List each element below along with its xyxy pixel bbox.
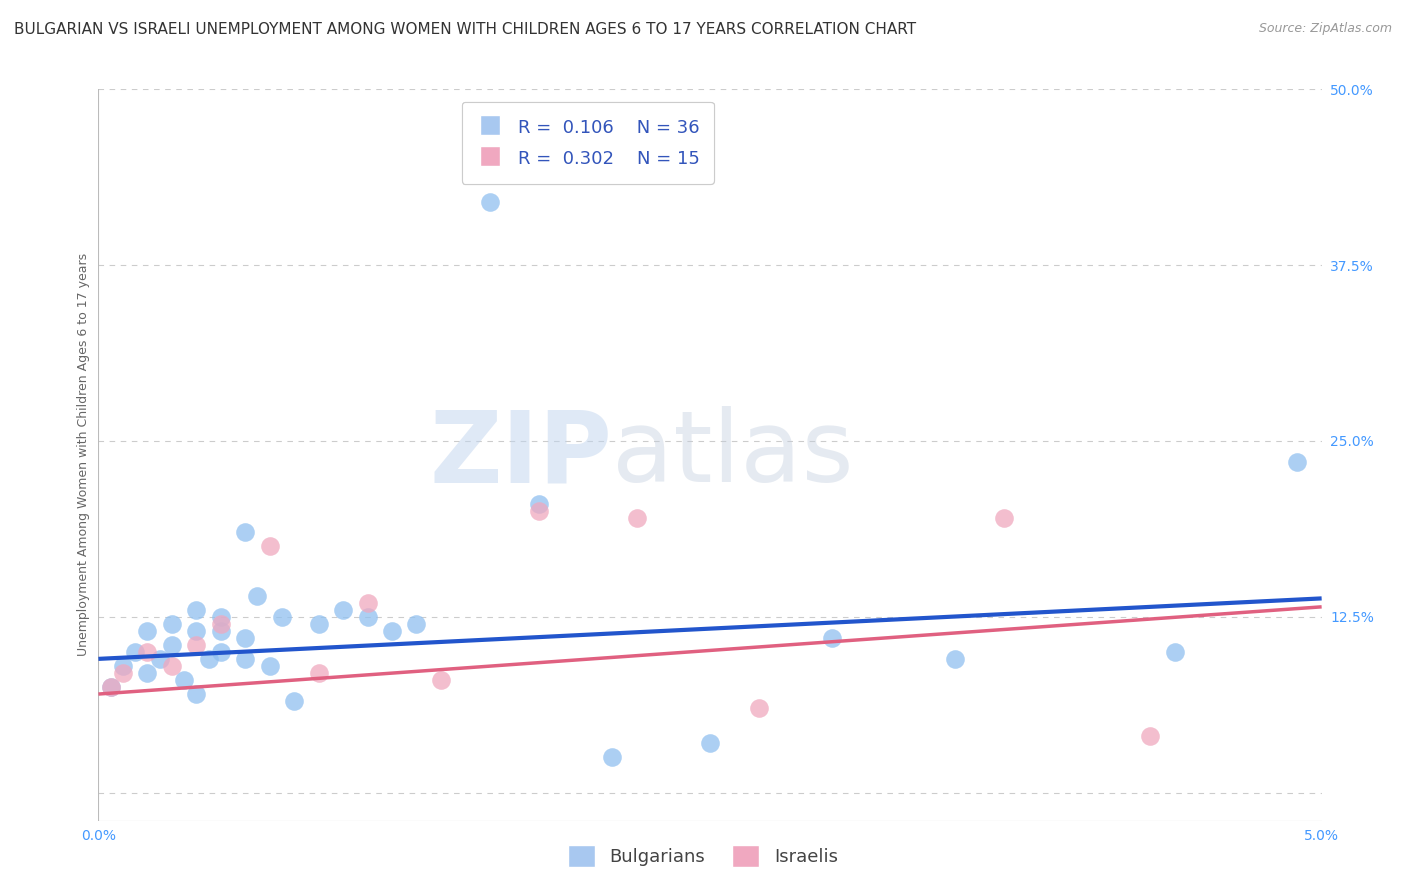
Point [259, 539, 281, 553]
Point [111, 665, 134, 680]
Point [478, 194, 501, 209]
Point [186, 638, 208, 652]
Text: atlas: atlas [612, 407, 853, 503]
Point [160, 638, 183, 652]
Point [246, 589, 269, 603]
Point [259, 659, 281, 673]
Point [332, 602, 354, 616]
Point [186, 687, 208, 701]
Point [100, 680, 122, 694]
Legend: R =  0.106    N = 36, R =  0.302    N = 15: R = 0.106 N = 36, R = 0.302 N = 15 [461, 102, 714, 184]
Point [186, 624, 208, 638]
Point [405, 616, 427, 631]
Point [209, 609, 232, 624]
Point [699, 736, 721, 750]
Point [160, 659, 183, 673]
Point [748, 701, 770, 715]
Point [124, 645, 146, 659]
Point [308, 665, 330, 680]
Text: ZIP: ZIP [429, 407, 612, 503]
Point [527, 504, 550, 518]
Text: Source: ZipAtlas.com: Source: ZipAtlas.com [1258, 22, 1392, 36]
Point [270, 609, 292, 624]
Point [100, 680, 122, 694]
Point [136, 624, 159, 638]
Point [381, 624, 404, 638]
Point [943, 652, 966, 666]
Point [233, 652, 256, 666]
Point [173, 673, 195, 687]
Point [356, 596, 378, 610]
Point [209, 645, 232, 659]
Point [1139, 729, 1161, 743]
Point [1286, 455, 1309, 469]
Point [626, 511, 648, 525]
Point [527, 497, 550, 511]
Point [197, 652, 219, 666]
Point [308, 616, 330, 631]
Point [209, 624, 232, 638]
Point [430, 673, 453, 687]
Point [186, 602, 208, 616]
Point [233, 631, 256, 645]
Point [111, 659, 134, 673]
Point [1164, 645, 1187, 659]
Point [209, 616, 232, 631]
Legend: Bulgarians, Israelis: Bulgarians, Israelis [561, 838, 845, 874]
Point [993, 511, 1015, 525]
Point [149, 652, 172, 666]
Point [136, 665, 159, 680]
Point [821, 631, 844, 645]
Point [160, 616, 183, 631]
Point [136, 645, 159, 659]
Point [356, 609, 378, 624]
Point [600, 750, 623, 764]
Text: BULGARIAN VS ISRAELI UNEMPLOYMENT AMONG WOMEN WITH CHILDREN AGES 6 TO 17 YEARS C: BULGARIAN VS ISRAELI UNEMPLOYMENT AMONG … [14, 22, 917, 37]
Y-axis label: Unemployment Among Women with Children Ages 6 to 17 years: Unemployment Among Women with Children A… [77, 253, 90, 657]
Point [283, 694, 305, 708]
Point [233, 525, 256, 540]
